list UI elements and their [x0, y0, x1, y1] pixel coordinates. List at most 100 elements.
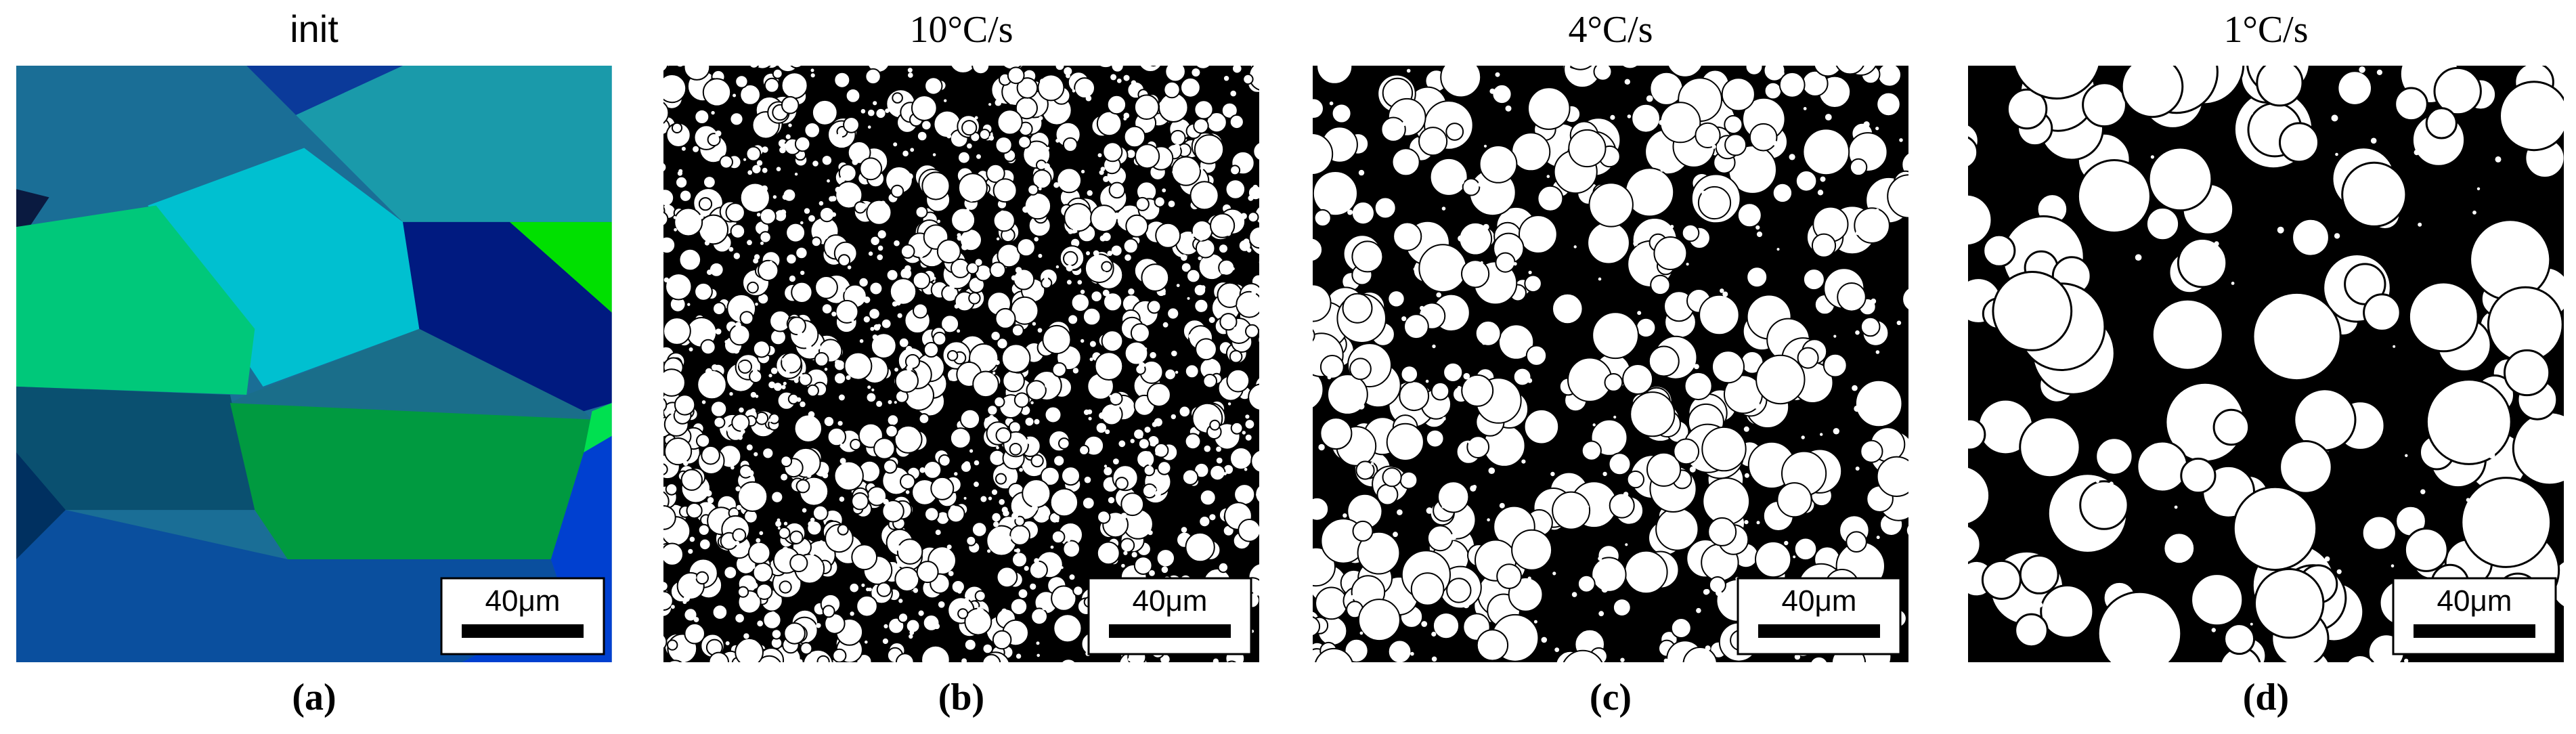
particle — [1087, 190, 1093, 196]
particle — [950, 505, 957, 513]
grain — [2076, 159, 2152, 234]
particle — [999, 499, 1005, 505]
particle — [1022, 206, 1029, 213]
particle — [824, 368, 828, 371]
particle — [750, 391, 757, 398]
particle — [693, 617, 699, 622]
particle — [1007, 395, 1013, 401]
particle — [835, 186, 842, 193]
grain — [895, 653, 915, 662]
particle — [2214, 241, 2219, 246]
particle — [752, 368, 758, 374]
scale-bar — [1109, 624, 1231, 638]
particle — [999, 251, 1003, 255]
particle — [2055, 234, 2059, 237]
grain — [1003, 52, 1013, 62]
particle — [2537, 527, 2542, 532]
particle — [1495, 72, 1500, 77]
particle — [1342, 513, 1347, 518]
particle — [961, 658, 967, 662]
grain — [708, 261, 724, 278]
grain — [680, 469, 703, 491]
grain — [1315, 586, 1348, 620]
particle — [1382, 577, 1389, 584]
grain — [1313, 496, 1330, 521]
grain — [2082, 82, 2127, 128]
particle — [896, 561, 902, 567]
grain — [1195, 66, 1211, 70]
particle — [2157, 216, 2164, 223]
grain — [663, 161, 668, 173]
grain — [1257, 257, 1259, 267]
particle — [859, 339, 864, 343]
particle — [907, 68, 913, 73]
particle — [1102, 289, 1110, 297]
grain — [762, 610, 782, 630]
particle — [1711, 129, 1716, 134]
particle — [1744, 520, 1749, 525]
particle — [1227, 402, 1231, 406]
particle — [1213, 658, 1219, 662]
grain — [1097, 510, 1111, 524]
grain — [1040, 466, 1060, 486]
grain — [1120, 538, 1135, 553]
particle — [1225, 231, 1231, 236]
grain — [1537, 185, 1564, 212]
particle — [671, 605, 675, 609]
particle — [1108, 497, 1115, 504]
particle — [893, 142, 898, 147]
grain — [1763, 66, 1786, 82]
grain — [1060, 51, 1070, 62]
grain — [1593, 66, 1613, 81]
particle — [2231, 282, 2235, 285]
particle — [761, 185, 768, 192]
particle — [756, 119, 760, 123]
particle — [907, 112, 911, 116]
particle — [1676, 446, 1682, 452]
particle — [903, 542, 908, 547]
particle — [1610, 190, 1616, 195]
particle — [1468, 248, 1473, 253]
particle — [1832, 217, 1836, 221]
particle — [885, 108, 890, 113]
particle — [668, 448, 675, 454]
particle — [1598, 611, 1604, 617]
grain — [1101, 330, 1124, 353]
particle — [1034, 292, 1040, 297]
particle — [726, 427, 733, 433]
scale-bar — [1758, 624, 1880, 638]
grain — [758, 259, 779, 282]
particle — [2428, 535, 2435, 541]
grain — [1293, 53, 1312, 72]
grain — [1133, 428, 1145, 440]
grain — [992, 209, 1016, 232]
grain — [1195, 338, 1217, 361]
grain — [1178, 405, 1192, 418]
grain — [1051, 530, 1066, 544]
grain — [897, 612, 909, 624]
particle — [2248, 110, 2254, 115]
grain — [977, 663, 988, 674]
grain — [1357, 531, 1401, 575]
grain — [1778, 71, 1806, 98]
grain — [668, 660, 682, 662]
grain — [889, 278, 917, 305]
grain — [1062, 137, 1078, 152]
grain — [1313, 98, 1324, 119]
particle — [739, 407, 744, 413]
grain — [663, 206, 665, 216]
grain — [1030, 454, 1044, 468]
particle — [1011, 71, 1018, 78]
particle — [1342, 144, 1349, 150]
particle — [819, 562, 823, 565]
particle — [1040, 79, 1045, 84]
particle — [913, 588, 919, 593]
particle — [1771, 395, 1777, 401]
particle — [1660, 168, 1664, 172]
grain — [671, 122, 683, 134]
grain — [665, 483, 678, 496]
grain — [1218, 243, 1229, 255]
grain-region — [584, 403, 612, 453]
grain-region — [16, 386, 255, 511]
particle — [938, 601, 945, 608]
